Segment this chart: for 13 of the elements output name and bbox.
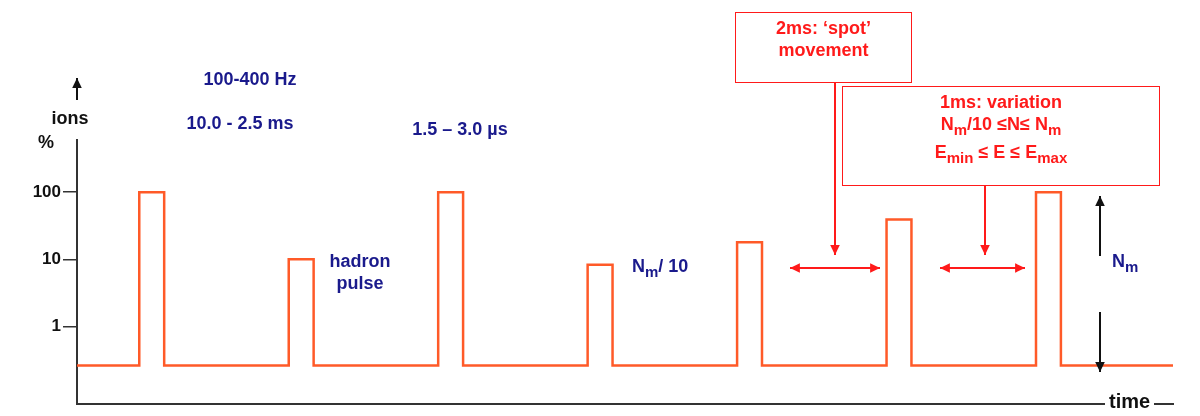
text: 100-400 Hz bbox=[202, 68, 298, 90]
annotation: N$_{m}$ bbox=[1112, 250, 1140, 277]
annotation: hadron pulse bbox=[328, 250, 392, 294]
annotation: N$_{m}$/ 10 bbox=[632, 255, 690, 282]
text: 1ms: variation N$_{m}$/10 ≤N≤ N$_{m}$ E$_{min}$ ≤ E ≤ E$_{max}$ bbox=[934, 92, 1068, 166]
text: 2ms: ‘spot’ movement bbox=[735, 12, 912, 83]
text: 1.5 – 3.0 µs bbox=[411, 118, 509, 140]
y-axis-title: ions % bbox=[37, 107, 90, 154]
y-tick-label: 10 bbox=[42, 248, 61, 268]
x-axis-title: time bbox=[1105, 390, 1155, 413]
y-tick-label: 1 bbox=[51, 316, 61, 336]
y-tick-label: 100 bbox=[32, 181, 61, 201]
text: 10.0 - 2.5 ms bbox=[185, 112, 295, 134]
